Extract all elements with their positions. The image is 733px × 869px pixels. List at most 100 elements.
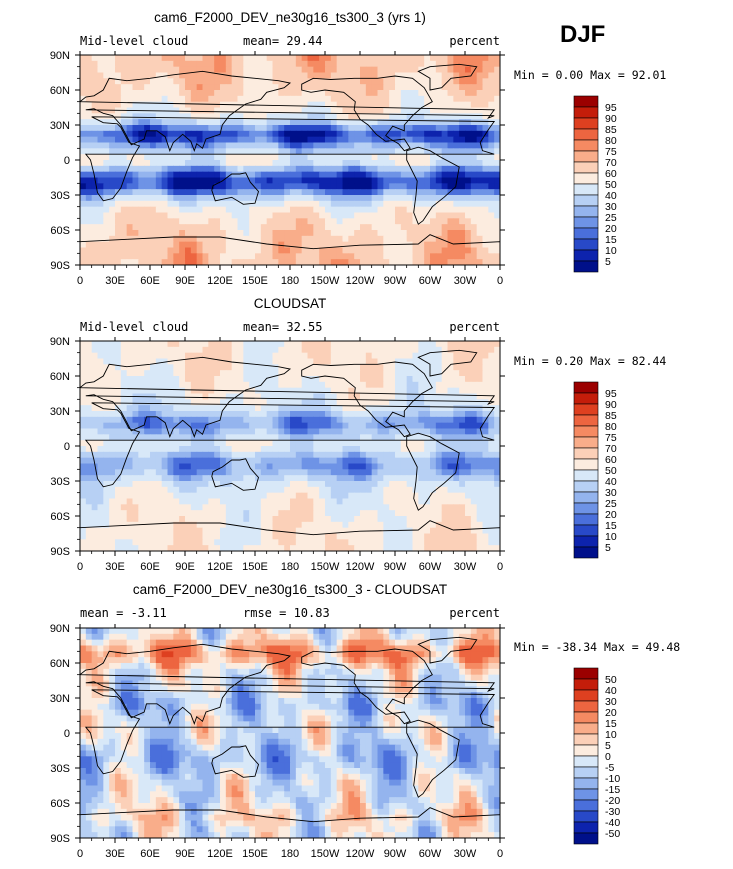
heatmap-cell bbox=[173, 131, 179, 137]
heatmap-cell bbox=[453, 499, 459, 505]
heatmap-cell bbox=[133, 481, 139, 487]
heatmap-cell bbox=[238, 96, 244, 102]
heatmap-cell bbox=[133, 248, 139, 254]
heatmap-cell bbox=[98, 172, 104, 178]
heatmap-cell bbox=[296, 160, 302, 166]
heatmap-cell bbox=[109, 213, 115, 219]
heatmap-cell bbox=[296, 417, 302, 423]
heatmap-cell bbox=[197, 230, 203, 236]
heatmap-cell bbox=[162, 207, 168, 213]
heatmap-cell bbox=[383, 218, 389, 224]
heatmap-cell bbox=[483, 236, 489, 242]
heatmap-cell bbox=[255, 125, 261, 131]
heatmap-cell bbox=[308, 125, 314, 131]
heatmap-cell bbox=[302, 201, 308, 207]
heatmap-cell bbox=[103, 376, 109, 382]
heatmap-cell bbox=[302, 370, 308, 376]
heatmap-cell bbox=[144, 84, 150, 90]
heatmap-cell bbox=[267, 429, 273, 435]
heatmap-cell bbox=[448, 248, 454, 254]
heatmap-cell bbox=[389, 394, 395, 400]
heatmap-cell bbox=[261, 493, 267, 499]
heatmap-cell bbox=[413, 137, 419, 143]
heatmap-cell bbox=[197, 411, 203, 417]
heatmap-cell bbox=[138, 224, 144, 230]
heatmap-cell bbox=[144, 475, 150, 481]
heatmap-cell bbox=[127, 475, 133, 481]
heatmap-cell bbox=[284, 125, 290, 131]
heatmap-cell bbox=[453, 224, 459, 230]
heatmap-cell bbox=[273, 493, 279, 499]
heatmap-cell bbox=[103, 423, 109, 429]
heatmap-cell bbox=[319, 487, 325, 493]
heatmap-cell bbox=[337, 236, 343, 242]
heatmap-cell bbox=[354, 458, 360, 464]
heatmap-cell bbox=[436, 405, 442, 411]
heatmap-cell bbox=[156, 516, 162, 522]
heatmap-cell bbox=[278, 487, 284, 493]
heatmap-cell bbox=[255, 411, 261, 417]
heatmap-cell bbox=[343, 166, 349, 172]
y-tick-label: 60N bbox=[50, 85, 70, 97]
heatmap-cell bbox=[383, 481, 389, 487]
heatmap-cell bbox=[121, 166, 127, 172]
heatmap-cell bbox=[226, 213, 232, 219]
heatmap-cell bbox=[378, 481, 384, 487]
heatmap-cell bbox=[249, 195, 255, 201]
heatmap-cell bbox=[453, 154, 459, 160]
heatmap-cell bbox=[261, 125, 267, 131]
heatmap-cell bbox=[232, 96, 238, 102]
heatmap-cell bbox=[325, 131, 331, 137]
heatmap-cell bbox=[483, 178, 489, 184]
heatmap-cell bbox=[442, 125, 448, 131]
heatmap-cell bbox=[442, 429, 448, 435]
heatmap-cell bbox=[430, 253, 436, 259]
heatmap-cell bbox=[86, 481, 92, 487]
heatmap-cell bbox=[144, 172, 150, 178]
heatmap-cell bbox=[308, 84, 314, 90]
heatmap-cell bbox=[208, 370, 214, 376]
heatmap-cell bbox=[383, 487, 389, 493]
heatmap-cell bbox=[261, 172, 267, 178]
heatmap-cell bbox=[296, 458, 302, 464]
heatmap-cell bbox=[150, 160, 156, 166]
heatmap-cell bbox=[109, 411, 115, 417]
heatmap-cell bbox=[232, 253, 238, 259]
heatmap-cell bbox=[436, 364, 442, 370]
heatmap-cell bbox=[459, 55, 465, 61]
heatmap-cell bbox=[109, 61, 115, 67]
heatmap-cell bbox=[471, 364, 477, 370]
heatmap-cell bbox=[331, 475, 337, 481]
heatmap-cell bbox=[313, 475, 319, 481]
heatmap-cell bbox=[401, 207, 407, 213]
heatmap-cell bbox=[232, 364, 238, 370]
heatmap-cell bbox=[261, 475, 267, 481]
heatmap-cell bbox=[191, 137, 197, 143]
heatmap-cell bbox=[80, 452, 86, 458]
heatmap-cell bbox=[290, 172, 296, 178]
heatmap-cell bbox=[453, 248, 459, 254]
heatmap-cell bbox=[103, 108, 109, 114]
heatmap-cell bbox=[220, 516, 226, 522]
heatmap-cell bbox=[278, 423, 284, 429]
heatmap-cell bbox=[354, 464, 360, 470]
heatmap-cell bbox=[115, 218, 121, 224]
heatmap-cell bbox=[121, 399, 127, 405]
heatmap-cell bbox=[208, 201, 214, 207]
heatmap-cell bbox=[372, 224, 378, 230]
heatmap-cell bbox=[459, 166, 465, 172]
heatmap-cell bbox=[413, 67, 419, 73]
heatmap-cell bbox=[331, 236, 337, 242]
heatmap-cell bbox=[86, 423, 92, 429]
heatmap-cell bbox=[459, 499, 465, 505]
heatmap-cell bbox=[284, 137, 290, 143]
heatmap-cell bbox=[98, 341, 104, 347]
heatmap-cell bbox=[383, 248, 389, 254]
heatmap-cell bbox=[273, 230, 279, 236]
heatmap-cell bbox=[273, 382, 279, 388]
heatmap-cell bbox=[109, 201, 115, 207]
heatmap-cell bbox=[378, 382, 384, 388]
heatmap-cell bbox=[448, 67, 454, 73]
heatmap-cell bbox=[162, 370, 168, 376]
heatmap-cell bbox=[442, 493, 448, 499]
